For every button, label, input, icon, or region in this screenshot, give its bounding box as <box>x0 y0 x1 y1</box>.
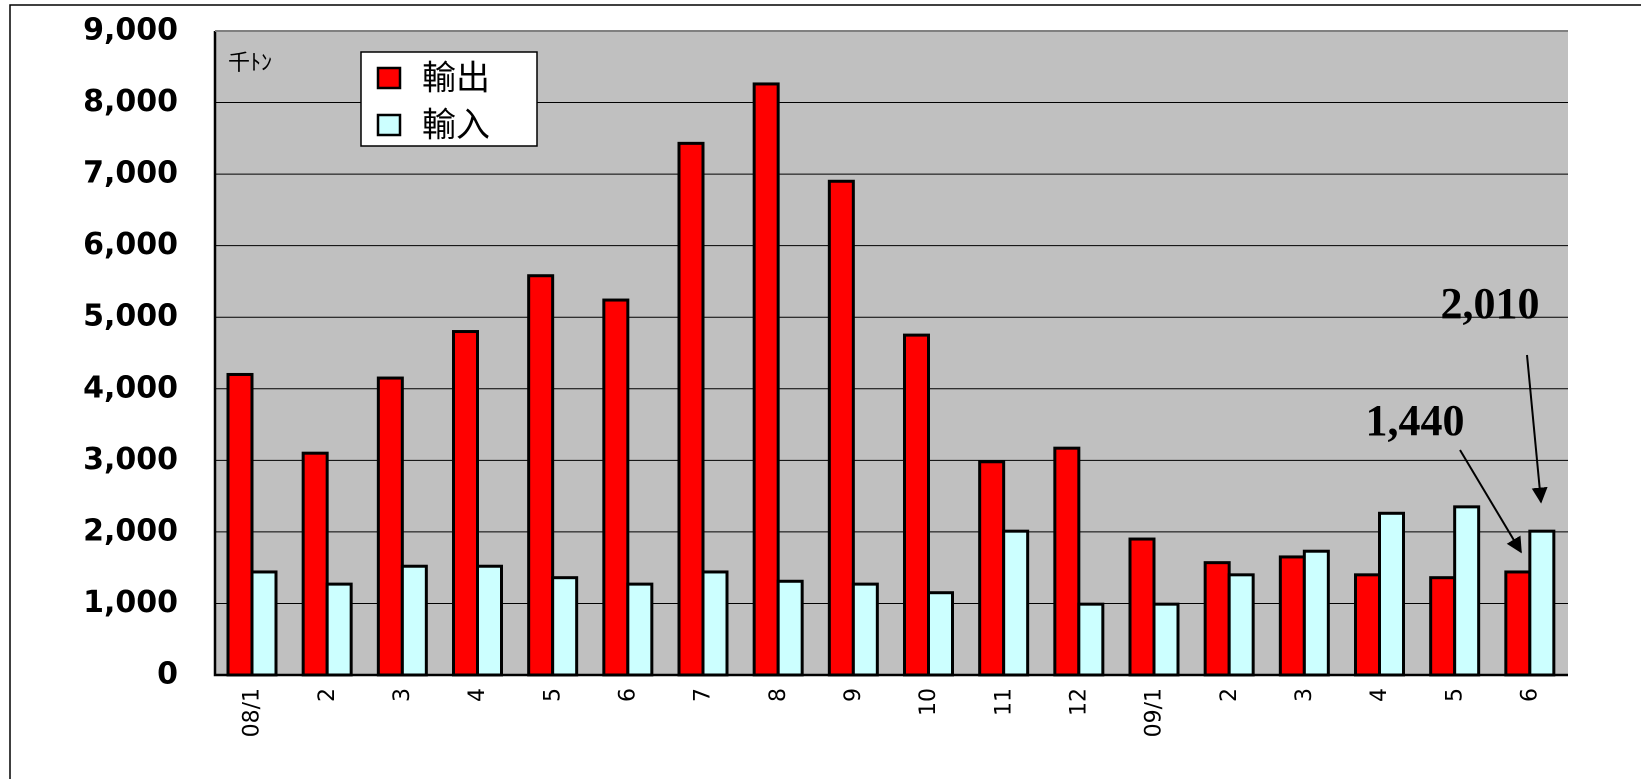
bar <box>1429 576 1457 677</box>
y-tick-label: 2,000 <box>83 513 178 548</box>
bar <box>1378 511 1405 677</box>
outer-frame <box>9 4 1641 779</box>
legend-label: 輸出 <box>422 59 490 99</box>
bar <box>226 372 254 677</box>
x-tick-label: 11 <box>991 688 1016 716</box>
bar <box>827 179 855 677</box>
annotation: 2,010 <box>1441 279 1540 328</box>
bar <box>1354 573 1381 677</box>
y-tick-label: 0 <box>157 657 178 692</box>
x-tick-label: 4 <box>1367 688 1392 702</box>
x-tick-label: 2 <box>1217 688 1242 702</box>
y-tick-label: 9,000 <box>83 13 178 48</box>
bar <box>250 570 278 677</box>
x-tick-label: 2 <box>315 688 340 702</box>
x-tick-label: 6 <box>1517 688 1542 702</box>
x-tick-label: 5 <box>540 688 565 702</box>
y-tick-label: 8,000 <box>83 84 178 119</box>
x-tick-label: 3 <box>390 688 415 702</box>
annotation: 1,440 <box>1366 396 1465 445</box>
x-tick-label: 4 <box>465 688 490 702</box>
x-tick-label: 08/1 <box>240 688 265 737</box>
bar <box>452 330 479 677</box>
bar <box>903 333 930 677</box>
bar <box>1302 549 1330 677</box>
legend-swatch <box>376 66 402 90</box>
annotation-arrow <box>1459 449 1522 554</box>
bar <box>376 376 404 677</box>
unit-label: 千ﾄﾝ <box>228 51 272 76</box>
x-tick-label: 7 <box>691 688 716 702</box>
x-tick-label: 8 <box>766 688 791 702</box>
y-tick-label: 1,000 <box>83 585 178 620</box>
legend-label: 輸入 <box>422 106 490 146</box>
bar <box>1504 570 1532 677</box>
bar <box>1453 505 1481 677</box>
bar <box>1528 529 1556 677</box>
bar <box>701 570 729 677</box>
annotation-arrow <box>1526 354 1548 504</box>
legend-swatch <box>376 113 402 137</box>
bar <box>776 579 804 677</box>
x-tick-label: 5 <box>1442 688 1467 702</box>
bar <box>978 460 1006 677</box>
bar <box>752 82 780 677</box>
x-tick-label: 12 <box>1066 688 1091 716</box>
bar <box>1002 529 1030 677</box>
x-tick-label: 10 <box>916 688 941 716</box>
y-tick-label: 7,000 <box>83 156 178 191</box>
y-tick-label: 3,000 <box>83 442 178 477</box>
bar <box>476 564 503 677</box>
bar <box>1278 555 1306 677</box>
bar <box>400 564 428 677</box>
y-tick-label: 4,000 <box>83 370 178 405</box>
y-tick-label: 5,000 <box>83 299 178 334</box>
bar <box>1128 537 1156 677</box>
bar <box>551 576 579 677</box>
x-tick-label: 9 <box>841 688 866 702</box>
bar <box>1053 446 1081 677</box>
x-tick-label: 6 <box>615 688 640 702</box>
x-tick-label: 09/1 <box>1142 688 1167 737</box>
axis-frame <box>213 31 1568 677</box>
bar <box>1077 602 1105 677</box>
bar <box>626 582 654 677</box>
bar <box>851 582 879 677</box>
bar <box>602 298 630 677</box>
bar <box>927 591 954 677</box>
x-tick-label: 3 <box>1292 688 1317 702</box>
bar <box>677 141 705 677</box>
bar <box>1203 561 1231 677</box>
bar <box>301 451 329 677</box>
y-tick-label: 6,000 <box>83 227 178 262</box>
bar <box>527 274 555 677</box>
bar <box>1227 573 1255 677</box>
bar <box>325 582 353 677</box>
bar <box>1152 602 1180 677</box>
